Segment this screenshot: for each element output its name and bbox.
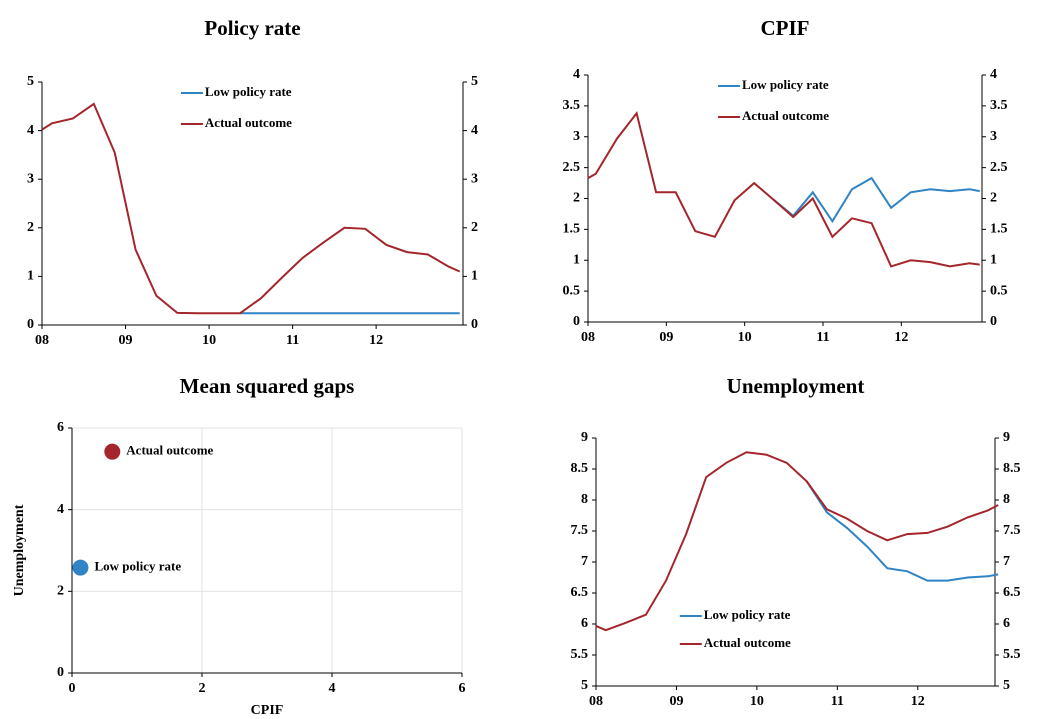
x-axis-label: CPIF: [251, 703, 284, 718]
legend-label: Low policy rate: [205, 84, 292, 99]
y2-tick-label: 0.5: [990, 283, 1008, 298]
y2-tick-label: 3: [990, 129, 997, 144]
y2-tick-label: 0: [990, 314, 997, 329]
y-axis-label: Unemployment: [12, 504, 27, 596]
y-tick-label: 0: [573, 314, 580, 329]
x-tick-label: 08: [581, 330, 595, 345]
y-tick-label: 8: [581, 492, 588, 507]
x-tick-label: 11: [816, 330, 829, 345]
y2-tick-label: 1: [990, 252, 997, 267]
x-tick-label: 12: [894, 330, 908, 345]
y2-tick-label: 5: [471, 74, 478, 89]
chart-title: Mean squared gaps: [180, 374, 355, 398]
y2-tick-label: 8: [1003, 492, 1010, 507]
y2-tick-label: 4: [471, 123, 478, 138]
y-tick-label: 2: [573, 191, 580, 206]
x-tick-label: 12: [369, 333, 383, 348]
y-tick-label: 9: [581, 430, 588, 445]
chart-title: Unemployment: [727, 374, 865, 398]
y-tick-label: 1: [573, 252, 580, 267]
y2-tick-label: 1: [471, 269, 478, 284]
y2-tick-label: 9: [1003, 430, 1010, 445]
series-line: [772, 176, 980, 224]
x-tick-label: 11: [286, 333, 299, 348]
x-tick-label: 0: [69, 681, 76, 696]
y-tick-label: 4: [57, 502, 64, 517]
y-tick-label: 8.5: [571, 461, 589, 476]
legend-label: Low policy rate: [704, 607, 791, 622]
y-tick-label: 1.5: [563, 222, 581, 237]
x-tick-label: 10: [750, 694, 764, 709]
y-tick-label: 5.5: [571, 647, 589, 662]
y2-tick-label: 2.5: [990, 160, 1008, 175]
series-line: [595, 451, 999, 632]
x-tick-label: 08: [35, 333, 49, 348]
y-tick-label: 6: [581, 616, 588, 631]
y-tick-label: 2: [57, 584, 64, 599]
x-tick-label: 4: [329, 681, 336, 696]
y-tick-label: 0: [57, 665, 64, 680]
y2-tick-label: 6.5: [1003, 585, 1021, 600]
x-tick-label: 08: [589, 694, 603, 709]
series-line: [41, 102, 461, 315]
x-tick-label: 09: [119, 333, 133, 348]
x-tick-label: 6: [459, 681, 466, 696]
y2-tick-label: 6: [1003, 616, 1010, 631]
x-tick-label: 2: [199, 681, 206, 696]
y-tick-label: 2: [27, 220, 34, 235]
y-tick-label: 7.5: [571, 523, 589, 538]
x-tick-label: 10: [202, 333, 216, 348]
legend-label: Actual outcome: [205, 115, 292, 130]
scatter-point: [72, 559, 89, 576]
y-tick-label: 4: [573, 67, 580, 82]
y-tick-label: 3.5: [563, 98, 581, 113]
y2-tick-label: 2: [471, 220, 478, 235]
y-tick-label: 6.5: [571, 585, 589, 600]
y2-tick-label: 7: [1003, 554, 1010, 569]
point-label: Actual outcome: [126, 443, 213, 458]
scatter-point: [104, 443, 121, 460]
y-tick-label: 6: [57, 420, 64, 435]
chart-title: Policy rate: [204, 16, 300, 40]
y-tick-label: 0: [27, 317, 34, 332]
legend-label: Low policy rate: [742, 77, 829, 92]
legend-label: Actual outcome: [704, 635, 791, 650]
legend-label: Actual outcome: [742, 108, 829, 123]
y2-tick-label: 2: [990, 191, 997, 206]
y-tick-label: 3: [573, 129, 580, 144]
y-tick-label: 1: [27, 269, 34, 284]
y2-tick-label: 5.5: [1003, 647, 1021, 662]
point-label: Low policy rate: [94, 559, 181, 574]
y-tick-label: 2.5: [563, 160, 581, 175]
y-tick-label: 7: [581, 554, 588, 569]
x-tick-label: 12: [911, 694, 925, 709]
y2-tick-label: 3.5: [990, 98, 1008, 113]
y2-tick-label: 7.5: [1003, 523, 1021, 538]
chart-title: CPIF: [761, 16, 810, 40]
x-tick-label: 11: [831, 694, 844, 709]
y-tick-label: 5: [581, 678, 588, 693]
y2-tick-label: 3: [471, 171, 478, 186]
y-tick-label: 3: [27, 171, 34, 186]
y-tick-label: 4: [27, 123, 34, 138]
y2-tick-label: 8.5: [1003, 461, 1021, 476]
y2-tick-label: 1.5: [990, 222, 1008, 237]
y-tick-label: 5: [27, 74, 34, 89]
x-tick-label: 09: [659, 330, 673, 345]
x-tick-label: 10: [738, 330, 752, 345]
y-tick-label: 0.5: [563, 283, 581, 298]
y2-tick-label: 4: [990, 67, 997, 82]
series-line: [587, 111, 980, 268]
x-tick-label: 09: [669, 694, 683, 709]
y2-tick-label: 5: [1003, 678, 1010, 693]
y2-tick-label: 0: [471, 317, 478, 332]
series-line: [805, 480, 999, 582]
